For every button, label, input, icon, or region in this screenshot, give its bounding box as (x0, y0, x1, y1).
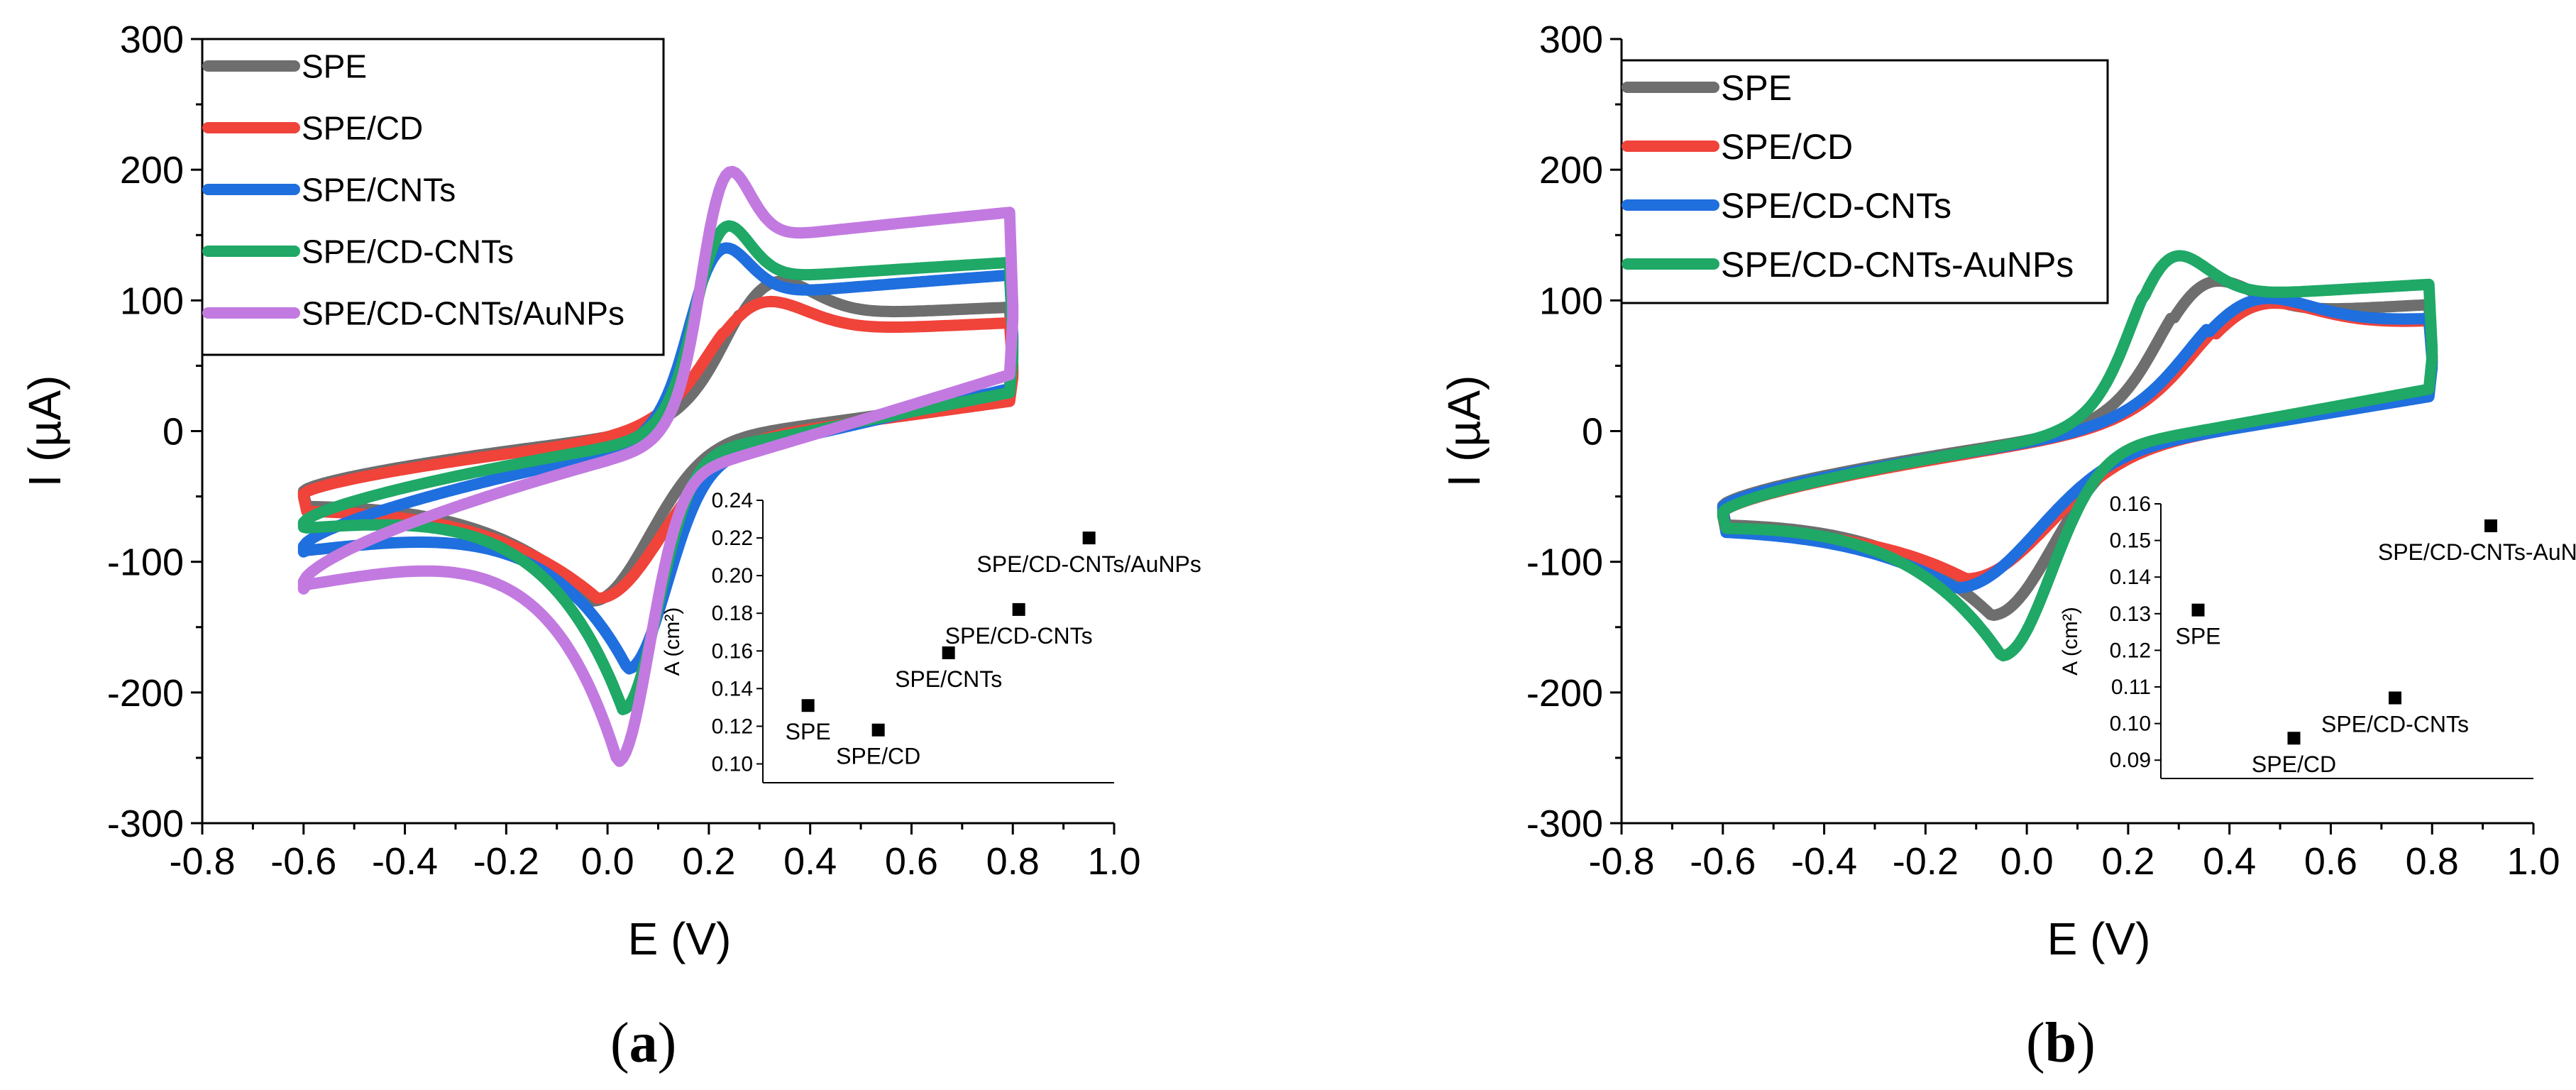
x-axis-label: E (V) (628, 913, 732, 964)
inset-point (1012, 602, 1025, 616)
y-tick-label: -200 (107, 672, 184, 715)
x-tick-label: 0.4 (783, 840, 837, 883)
y-tick-label: -300 (107, 803, 184, 845)
caption-b: (b) (2026, 1012, 2096, 1074)
inset-y-tick-label: 0.16 (712, 639, 753, 663)
x-tick-label: 0.0 (581, 840, 634, 883)
inset-y-axis-label: A (cm²) (661, 607, 684, 676)
y-tick-label: 100 (120, 280, 184, 322)
y-tick-label: -100 (1526, 541, 1603, 584)
inset-y-tick-label: 0.10 (2110, 712, 2151, 736)
y-tick-label: 0 (163, 411, 184, 453)
inset-point-label: SPE/CD-CNTs (945, 623, 1093, 649)
chart-panel-a: -0.8 -0.6 -0.4 -0.2 0.0 0.2 0.4 0.6 0.8 1.0 -300 -2… (19, 18, 1201, 964)
inset-y-tick-label: 0.18 (712, 602, 753, 625)
x-tick-label: 0.6 (2304, 840, 2357, 883)
inset-point (801, 699, 815, 712)
legend-label: SPE/CNTs (302, 172, 456, 209)
x-tick-label: 0.6 (885, 840, 938, 883)
inset-y-tick-label: 0.09 (2110, 749, 2151, 772)
inset-point (942, 646, 955, 659)
series-spe-cd-cnts-aunps (297, 165, 1019, 767)
series-spe-cd-cnts (1717, 292, 2438, 594)
y-tick-label: -200 (1526, 672, 1603, 715)
y-tick-label: 100 (1539, 280, 1603, 322)
x-tick-label: 1.0 (2506, 840, 2560, 883)
caption-b-letter: b (2044, 1012, 2077, 1074)
inset-y-tick-label: 0.16 (2110, 492, 2151, 516)
x-tick-label: -0.6 (270, 840, 336, 883)
x-tick-label: -0.4 (1791, 840, 1857, 883)
legend-label: SPE/CD (302, 110, 423, 147)
x-tick-label: 0.0 (2000, 840, 2054, 883)
x-tick-label: 0.2 (682, 840, 735, 883)
x-tick-label: -0.2 (473, 840, 539, 883)
x-tick-label: -0.4 (372, 840, 438, 883)
y-tick-label: 200 (120, 149, 184, 192)
legend-label: SPE (302, 48, 367, 85)
x-tick-label: 0.8 (986, 840, 1040, 883)
y-tick-label: 0 (1582, 411, 1603, 453)
inset-point-label: SPE (2175, 624, 2220, 649)
inset-point (2287, 732, 2301, 745)
legend-label: SPE/CD (1721, 127, 1853, 167)
inset-point (871, 723, 885, 737)
y-tick-label: 200 (1539, 149, 1603, 192)
inset-point-label: SPE/CD-CNTs/AuNPs (976, 551, 1201, 577)
y-axis-label: I (µA) (19, 375, 70, 488)
inset-y-tick-label: 0.13 (2110, 602, 2151, 626)
legend-label: SPE/CD-CNTs (1721, 186, 1952, 226)
x-axis-label: E (V) (2047, 913, 2151, 964)
inset-point (1082, 532, 1096, 545)
inset-y-tick-label: 0.12 (2110, 639, 2151, 662)
inset-point (2484, 519, 2497, 532)
inset-y-tick-label: 0.20 (712, 564, 753, 588)
caption-a-letter: a (629, 1012, 658, 1074)
inset-y-tick-label: 0.14 (2110, 566, 2151, 589)
inset-point-label: SPE/CD-CNTs-AuNPs (2378, 539, 2576, 565)
inset-y-tick-label: 0.11 (2111, 676, 2151, 699)
x-tick-label: 0.2 (2101, 840, 2154, 883)
inset-point-label: SPE/CD (836, 744, 920, 769)
legend-label: SPE/CD-CNTs (302, 233, 514, 270)
inset-point (2191, 603, 2205, 617)
inset-point-label: SPE/CD-CNTs (2321, 711, 2469, 737)
x-tick-label: 0.4 (2203, 840, 2256, 883)
y-tick-label: 300 (1539, 18, 1603, 61)
legend-label: SPE/CD-CNTs-AuNPs (1721, 245, 2074, 285)
series-spe-cd-cnts-aunps (1717, 250, 2438, 662)
legend-box (201, 38, 665, 356)
caption-a: (a) (610, 1012, 677, 1074)
inset-point (2389, 691, 2401, 705)
inset-y-tick-label: 0.12 (712, 715, 753, 738)
inset-y-tick-label: 0.10 (712, 752, 753, 776)
x-tick-label: 0.8 (2406, 840, 2459, 883)
y-tick-label: -100 (107, 541, 184, 584)
inset-y-tick-label: 0.14 (712, 677, 753, 700)
y-tick-label: -300 (1526, 803, 1603, 845)
x-tick-label: -0.2 (1893, 840, 1959, 883)
inset-y-axis-label: A (cm²) (2059, 607, 2082, 676)
legend-label: SPE/CD-CNTs/AuNPs (302, 295, 624, 332)
x-tick-label: -0.8 (1588, 840, 1654, 883)
inset-y-tick-label: 0.15 (2110, 529, 2151, 553)
x-tick-label: -0.8 (169, 840, 235, 883)
y-axis-label: I (µA) (1438, 375, 1490, 488)
inset-point-label: SPE/CNTs (895, 666, 1002, 692)
inset-point-label: SPE (786, 719, 831, 744)
inset-y-tick-label: 0.24 (712, 489, 753, 512)
inset-y-tick-label: 0.22 (712, 527, 753, 550)
series-spe (1717, 275, 2438, 621)
y-tick-label: 300 (120, 18, 184, 61)
chart-panel-b: -0.8 -0.6 -0.4 -0.2 0.0 0.2 0.4 0.6 0.8 1.0 -300 -2… (1438, 18, 2576, 964)
inset-point-label: SPE/CD (2252, 752, 2336, 777)
x-tick-label: -0.6 (1690, 840, 1756, 883)
legend-label: SPE (1721, 68, 1792, 108)
x-tick-label: 1.0 (1087, 840, 1140, 883)
